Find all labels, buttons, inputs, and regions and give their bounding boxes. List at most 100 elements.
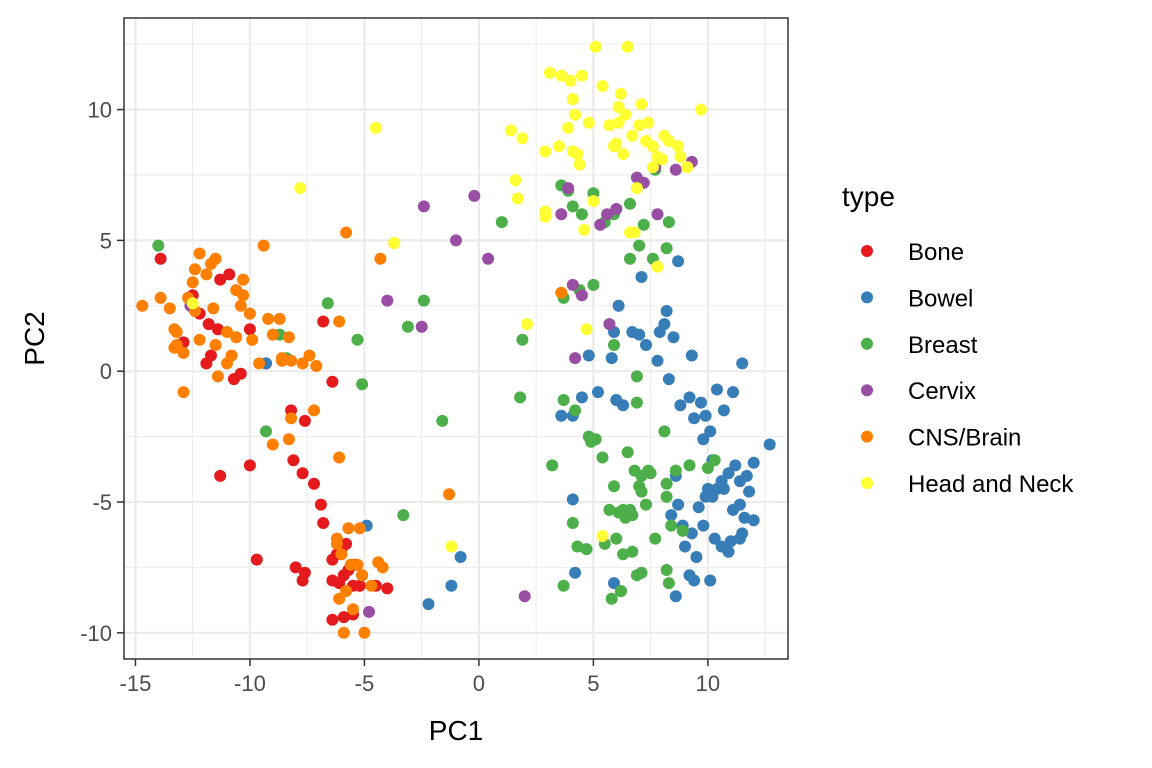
- point-head-and-neck: [562, 121, 575, 134]
- point-cervix: [555, 208, 568, 221]
- point-bone: [287, 454, 300, 467]
- point-breast: [566, 200, 579, 213]
- point-bowel: [662, 373, 675, 386]
- point-head-and-neck: [589, 40, 602, 53]
- point-head-and-neck: [539, 145, 552, 158]
- point-breast: [401, 320, 414, 333]
- point-head-and-neck: [596, 530, 609, 542]
- point-cns-brain: [207, 302, 220, 315]
- point-bowel: [722, 545, 735, 558]
- point-head-and-neck: [621, 40, 634, 53]
- point-cns-brain: [285, 412, 298, 425]
- point-bone: [326, 375, 339, 388]
- point-breast: [571, 540, 584, 553]
- point-head-and-neck: [646, 161, 659, 174]
- legend: type Bone Bowel Breast Cervix CNS/Brain Head …: [842, 181, 1074, 498]
- point-head-and-neck: [369, 121, 382, 134]
- legend-title: type: [842, 181, 895, 212]
- point-breast: [495, 216, 508, 229]
- point-cns-brain: [353, 522, 366, 535]
- point-breast: [637, 218, 650, 231]
- point-breast: [587, 278, 600, 291]
- point-head-and-neck: [614, 87, 627, 100]
- point-bowel: [685, 527, 698, 540]
- point-cns-brain: [209, 339, 222, 351]
- point-cns-brain: [374, 252, 387, 265]
- point-bowel: [697, 519, 710, 532]
- point-cns-brain: [230, 331, 243, 344]
- point-bowel: [665, 509, 678, 522]
- point-cervix: [669, 163, 682, 176]
- point-bowel: [704, 425, 717, 438]
- point-breast: [603, 503, 616, 516]
- point-cns-brain: [243, 307, 256, 320]
- point-cervix: [562, 182, 575, 195]
- point-breast: [516, 333, 529, 346]
- point-cns-brain: [296, 357, 309, 370]
- point-cns-brain: [221, 326, 233, 338]
- point-breast: [660, 242, 673, 255]
- point-breast: [351, 333, 364, 346]
- legend-key: [861, 477, 873, 489]
- x-tick-label: 5: [587, 671, 599, 696]
- point-bowel: [711, 383, 723, 396]
- point-head-and-neck: [651, 260, 664, 273]
- point-cervix: [566, 278, 579, 291]
- point-bowel: [633, 328, 646, 341]
- point-cns-brain: [285, 354, 298, 367]
- point-head-and-neck: [294, 182, 307, 195]
- point-breast: [630, 396, 643, 409]
- point-bowel: [605, 352, 618, 365]
- point-cns-brain: [276, 354, 288, 367]
- point-breast: [683, 459, 696, 472]
- point-head-and-neck: [571, 148, 584, 160]
- point-bowel: [727, 386, 739, 399]
- point-head-and-neck: [445, 540, 458, 553]
- point-head-and-neck: [573, 158, 586, 171]
- point-cns-brain: [333, 451, 346, 464]
- point-cns-brain: [365, 579, 378, 592]
- point-bowel: [695, 396, 707, 409]
- x-tick-label: 0: [473, 671, 485, 696]
- point-breast: [585, 435, 598, 448]
- point-cns-brain: [555, 286, 568, 299]
- point-breast: [662, 577, 675, 590]
- point-breast: [356, 378, 369, 391]
- point-cns-brain: [221, 357, 233, 370]
- point-bone: [214, 469, 227, 482]
- point-bowel: [582, 349, 595, 362]
- point-cns-brain: [340, 226, 353, 239]
- point-breast: [669, 464, 682, 477]
- point-bowel: [743, 485, 756, 498]
- point-breast: [624, 197, 636, 210]
- point-breast: [660, 490, 673, 503]
- point-breast: [546, 459, 559, 472]
- legend-label: Breast: [908, 332, 978, 359]
- point-cns-brain: [136, 299, 149, 312]
- point-cns-brain: [347, 603, 359, 616]
- y-tick-label: 0: [100, 359, 112, 384]
- point-cervix: [569, 352, 582, 365]
- y-axis: -10 -5 0 5 10: [80, 98, 124, 646]
- point-bone: [243, 459, 256, 472]
- point-bowel: [608, 577, 620, 590]
- point-head-and-neck: [555, 69, 568, 82]
- point-head-and-neck: [617, 148, 630, 160]
- point-cns-brain: [262, 312, 275, 325]
- point-breast: [575, 208, 588, 221]
- point-cns-brain: [308, 404, 320, 417]
- point-head-and-neck: [186, 297, 199, 310]
- point-bowel: [683, 391, 696, 404]
- point-cns-brain: [193, 247, 206, 260]
- point-cns-brain: [177, 346, 190, 359]
- point-bone: [289, 561, 302, 574]
- point-breast: [617, 548, 630, 561]
- point-cns-brain: [193, 333, 206, 346]
- point-cns-brain: [443, 488, 456, 501]
- point-cns-brain: [246, 333, 259, 346]
- point-bowel: [612, 299, 625, 312]
- point-breast: [701, 462, 714, 474]
- legend-key: [861, 245, 873, 257]
- point-bowel: [727, 503, 739, 516]
